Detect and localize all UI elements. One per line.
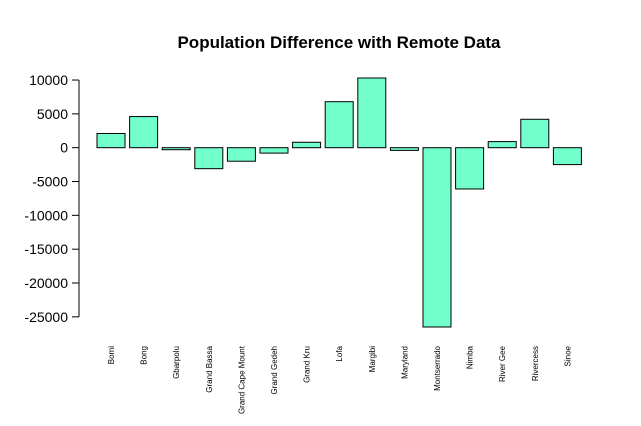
y-tick-label: -25000 — [24, 309, 68, 325]
bar-maryland — [389, 147, 419, 151]
y-tick-label: -5000 — [32, 174, 68, 190]
bar-nimba — [455, 147, 485, 190]
y-tick-label: 5000 — [37, 106, 68, 122]
x-tick-label: Montserrado — [433, 345, 442, 390]
x-tick-label: Rivercess — [531, 346, 540, 381]
bar-grand-kru — [292, 141, 322, 149]
bar-rivercess — [520, 118, 550, 149]
bar-bong — [129, 116, 159, 149]
x-tick-label: Maryland — [400, 346, 409, 379]
bar-margibi — [357, 77, 387, 149]
bar-river-gee — [487, 141, 517, 149]
bars-group — [96, 77, 582, 328]
x-tick-label: Sinoe — [563, 345, 572, 366]
bar-gbarpolu — [161, 147, 191, 151]
x-tick-label: Bong — [140, 346, 149, 365]
x-tick-label: Grand Gedeh — [270, 346, 279, 394]
bar-grand-cape-mount — [226, 147, 256, 162]
x-tick-label: Gbarpolu — [172, 346, 181, 379]
y-tick-label: 0 — [60, 140, 68, 156]
bar-lofa — [324, 101, 354, 149]
x-tick-label: Bomi — [107, 346, 116, 364]
x-tick-label: Grand Cape Mount — [237, 345, 246, 414]
x-tick-label: Grand Kru — [303, 346, 312, 383]
bar-grand-bassa — [194, 147, 224, 170]
x-tick-label: River Gee — [498, 345, 507, 382]
y-tick-label: 10000 — [29, 72, 68, 88]
x-tick-label: Margibi — [368, 346, 377, 372]
y-axis: 10000 5000 0 -5000 -10000 -15000 -20000 -25000 — [24, 72, 80, 325]
bar-montserrado — [422, 147, 452, 328]
x-tick-labels: Bomi Bong Gbarpolu Grand Bassa Grand Cape Mo… — [107, 345, 572, 414]
x-tick-label: Grand Bassa — [205, 345, 214, 392]
y-tick-label: -10000 — [24, 207, 68, 223]
chart-title: Population Difference with Remote Data — [177, 33, 501, 52]
bar-grand-gedeh — [259, 147, 289, 154]
y-tick-label: -15000 — [24, 241, 68, 257]
bar-bomi — [96, 132, 126, 149]
x-tick-label: Nimba — [466, 345, 475, 369]
y-tick-label: -20000 — [24, 275, 68, 291]
bar-sinoe — [552, 147, 582, 166]
x-tick-label: Lofa — [335, 345, 344, 361]
